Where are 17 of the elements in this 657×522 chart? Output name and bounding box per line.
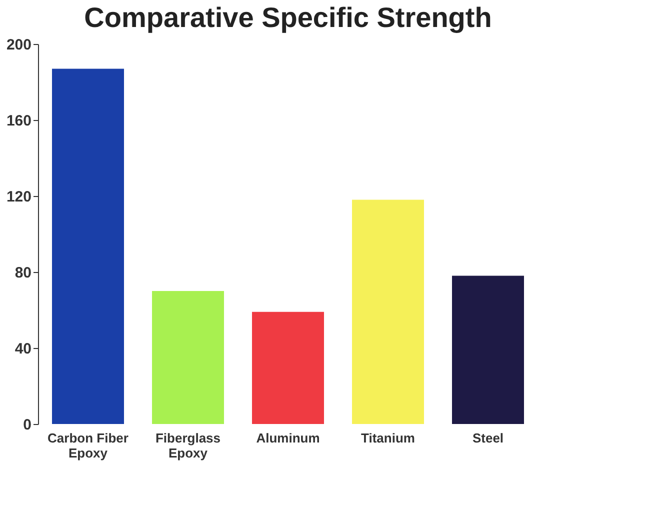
y-tick-label: 80 (14, 264, 32, 282)
x-tick-label: Carbon Fiber Epoxy (48, 430, 128, 460)
y-tick-label: 200 (6, 36, 32, 54)
bar (52, 68, 124, 424)
y-tick-label: 40 (14, 340, 32, 358)
bar (452, 276, 524, 424)
x-tick-label: Steel (472, 430, 504, 446)
bar (352, 200, 424, 424)
x-tick-label: Fiberglass Epoxy (155, 430, 221, 460)
bar (152, 291, 224, 424)
x-tick-label: Aluminum (256, 430, 320, 446)
chart-title: Comparative Specific Strength (84, 2, 492, 33)
y-tick-label: 120 (6, 188, 32, 206)
y-tick-label: 0 (23, 416, 32, 434)
bar (252, 312, 324, 424)
x-tick-label: Titanium (361, 430, 415, 446)
y-tick-label: 160 (6, 112, 32, 130)
